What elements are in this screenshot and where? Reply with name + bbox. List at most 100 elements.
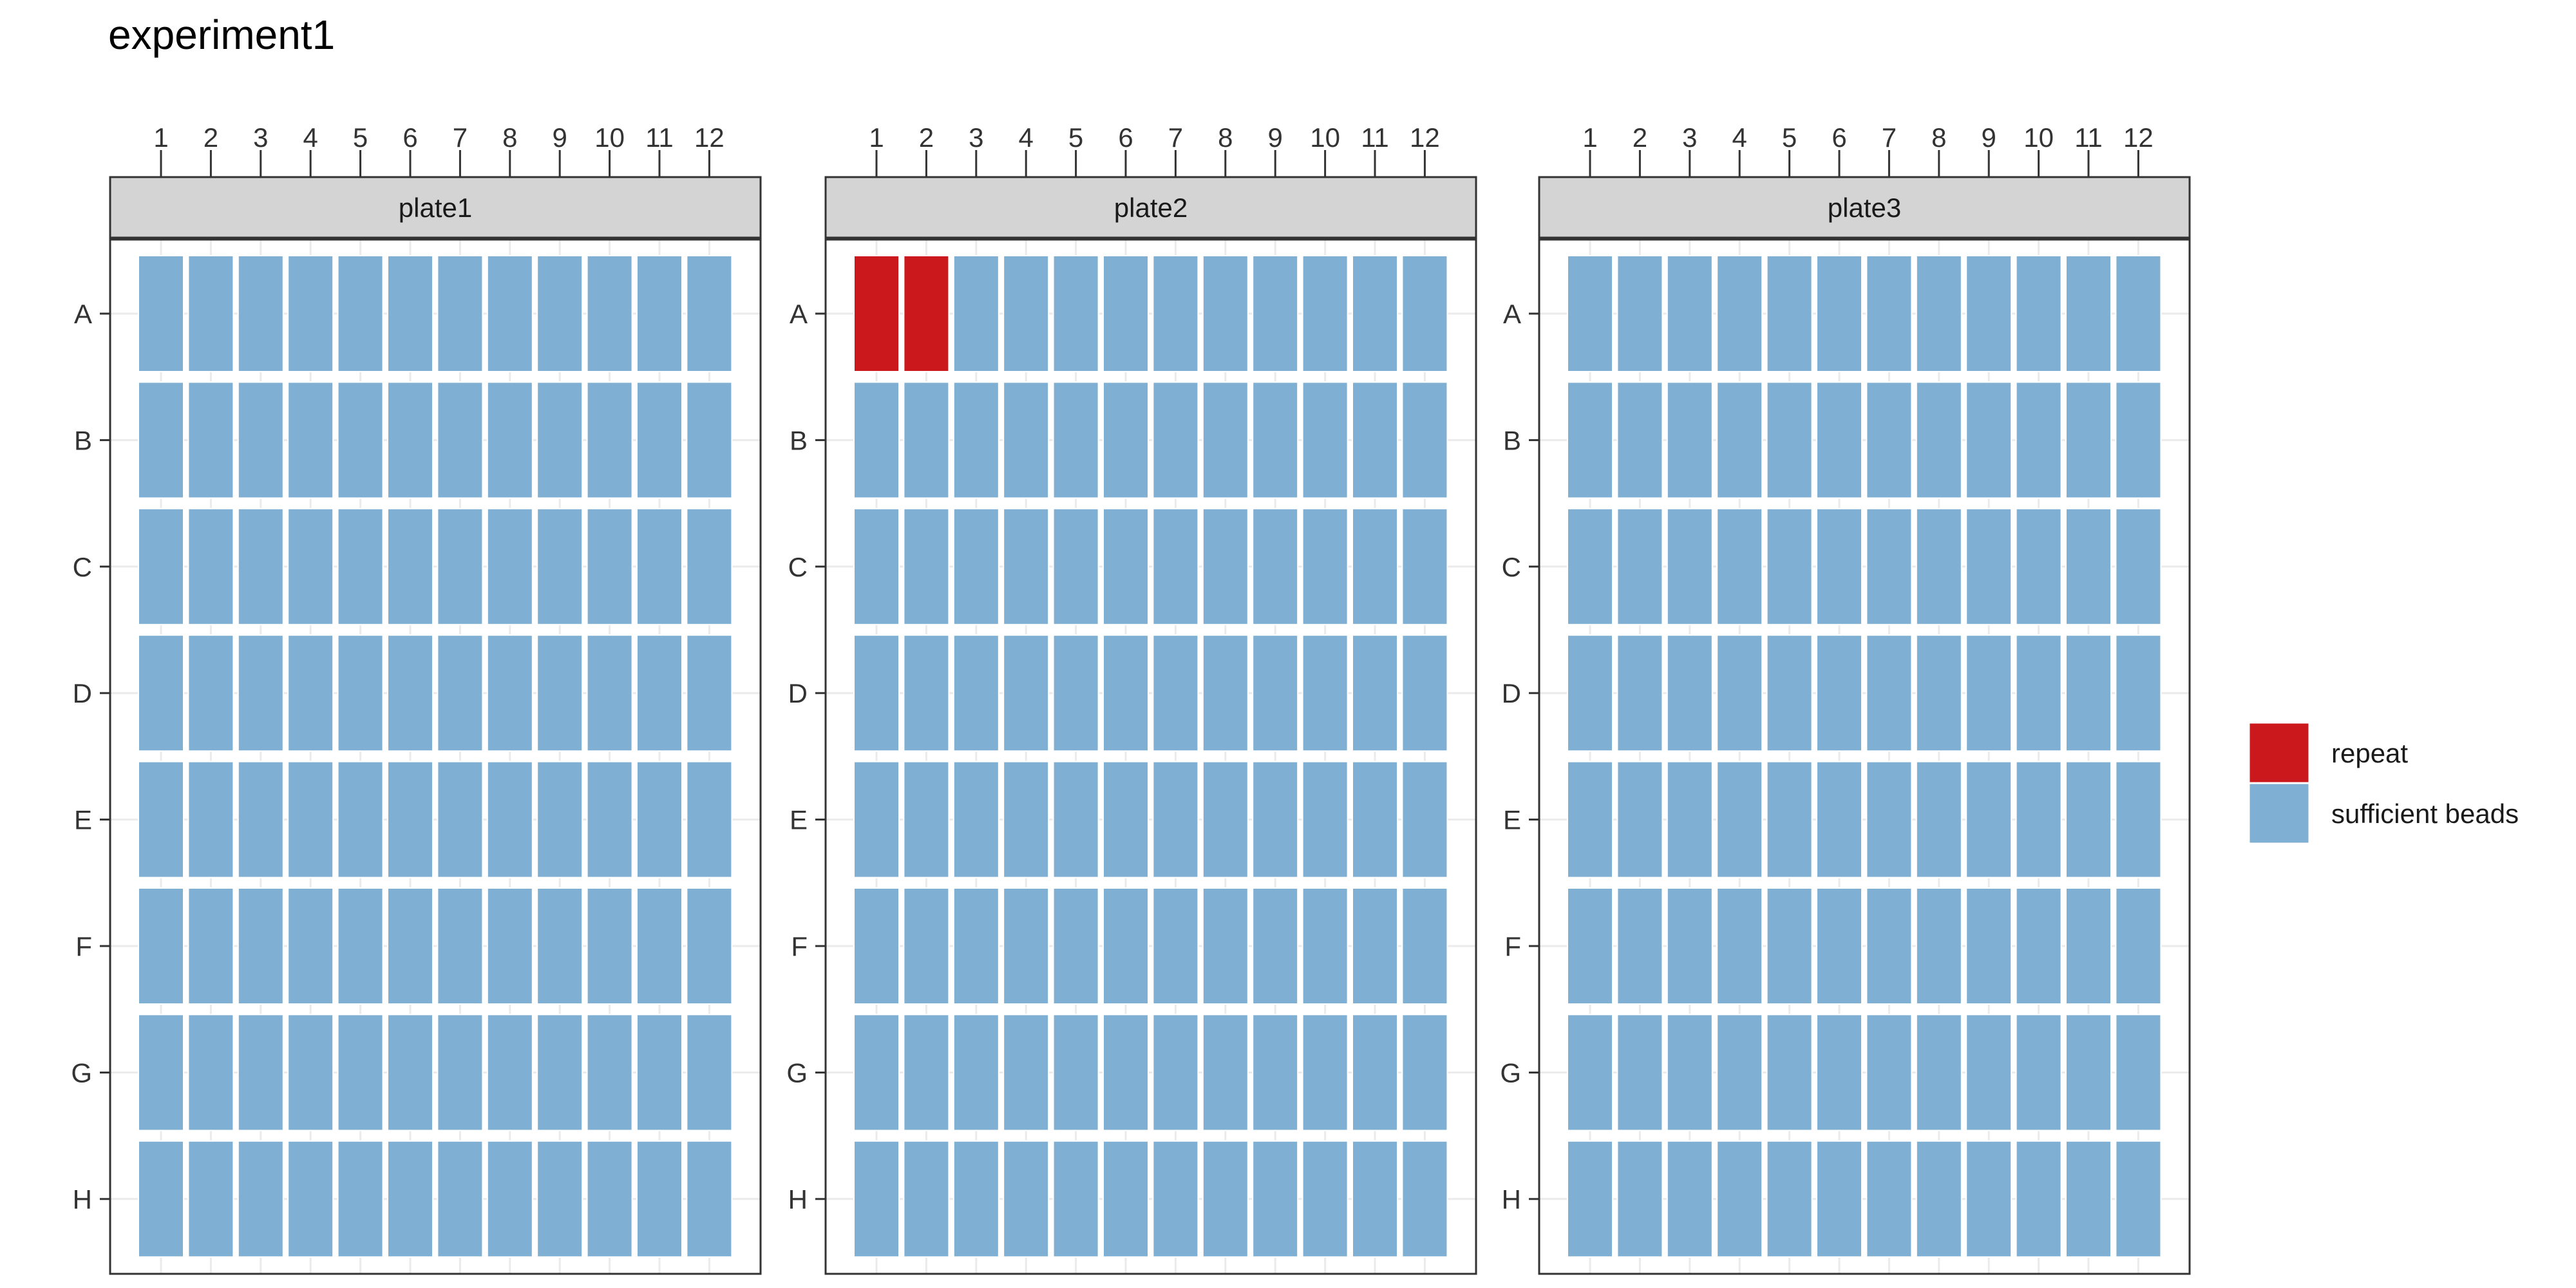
- well-G12-sufficient-beads: [2115, 1014, 2162, 1132]
- well-E4-sufficient-beads: [1003, 761, 1050, 878]
- well-H11-sufficient-beads: [636, 1140, 683, 1258]
- panel-border: [109, 238, 762, 1275]
- well-G11-sufficient-beads: [1352, 1014, 1398, 1132]
- well-B9-sufficient-beads: [536, 381, 583, 499]
- x-tick-label: 11: [2074, 122, 2103, 153]
- well-H4-sufficient-beads: [287, 1140, 334, 1258]
- well-A6-sufficient-beads: [1103, 255, 1149, 372]
- well-E3-sufficient-beads: [1666, 761, 1713, 878]
- well-A12-sufficient-beads: [2115, 255, 2162, 372]
- well-H10-sufficient-beads: [586, 1140, 633, 1258]
- x-tick-label: 6: [402, 122, 417, 153]
- well-A11-sufficient-beads: [2065, 255, 2112, 372]
- well-E1-sufficient-beads: [138, 761, 184, 878]
- x-tick-label: 6: [1118, 122, 1133, 153]
- chart-title: experiment1: [108, 12, 335, 58]
- well-A8-sufficient-beads: [486, 255, 533, 372]
- well-G5-sufficient-beads: [1052, 1014, 1099, 1132]
- well-C12-sufficient-beads: [2115, 507, 2162, 625]
- well-D7-sufficient-beads: [1152, 634, 1199, 752]
- well-B1-sufficient-beads: [853, 381, 900, 499]
- well-H2-sufficient-beads: [1616, 1140, 1663, 1258]
- well-E7-sufficient-beads: [1152, 761, 1199, 878]
- well-E6-sufficient-beads: [1103, 761, 1149, 878]
- x-tick-label: 4: [1732, 122, 1747, 153]
- well-H10-sufficient-beads: [2015, 1140, 2062, 1258]
- legend-item-sufficient-beads: sufficient beads: [2248, 782, 2519, 845]
- well-C6-sufficient-beads: [387, 507, 433, 625]
- well-C11-sufficient-beads: [636, 507, 683, 625]
- well-D5-sufficient-beads: [337, 634, 384, 752]
- well-B7-sufficient-beads: [1866, 381, 1913, 499]
- well-H11-sufficient-beads: [2065, 1140, 2112, 1258]
- well-F9-sufficient-beads: [1965, 887, 2012, 1005]
- y-tick-label: F: [1504, 931, 1521, 961]
- well-B3-sufficient-beads: [952, 381, 999, 499]
- y-tick-label: H: [73, 1184, 92, 1215]
- well-E10-sufficient-beads: [586, 761, 633, 878]
- well-G1-sufficient-beads: [138, 1014, 184, 1132]
- well-A3-sufficient-beads: [952, 255, 999, 372]
- well-C2-sufficient-beads: [1616, 507, 1663, 625]
- x-tick-label: 10: [2023, 122, 2054, 153]
- x-tick-label: 11: [1361, 122, 1389, 153]
- well-A9-sufficient-beads: [536, 255, 583, 372]
- well-E8-sufficient-beads: [486, 761, 533, 878]
- well-F3-sufficient-beads: [952, 887, 999, 1005]
- well-H1-sufficient-beads: [138, 1140, 184, 1258]
- well-E7-sufficient-beads: [1866, 761, 1913, 878]
- well-G3-sufficient-beads: [237, 1014, 284, 1132]
- well-H12-sufficient-beads: [2115, 1140, 2162, 1258]
- well-C1-sufficient-beads: [1567, 507, 1613, 625]
- well-B6-sufficient-beads: [1103, 381, 1149, 499]
- well-C12-sufficient-beads: [1401, 507, 1448, 625]
- well-G2-sufficient-beads: [903, 1014, 950, 1132]
- well-E3-sufficient-beads: [237, 761, 284, 878]
- well-D7-sufficient-beads: [1866, 634, 1913, 752]
- well-H2-sufficient-beads: [187, 1140, 234, 1258]
- well-C9-sufficient-beads: [536, 507, 583, 625]
- well-C10-sufficient-beads: [1302, 507, 1349, 625]
- well-F11-sufficient-beads: [2065, 887, 2112, 1005]
- well-F7-sufficient-beads: [437, 887, 484, 1005]
- x-tick-label: 1: [153, 122, 168, 153]
- well-G1-sufficient-beads: [1567, 1014, 1613, 1132]
- well-F3-sufficient-beads: [1666, 887, 1713, 1005]
- x-tick-label: 9: [1268, 122, 1283, 153]
- well-C8-sufficient-beads: [1915, 507, 1962, 625]
- well-D9-sufficient-beads: [1965, 634, 2012, 752]
- well-A3-sufficient-beads: [237, 255, 284, 372]
- well-H11-sufficient-beads: [1352, 1140, 1398, 1258]
- well-G11-sufficient-beads: [2065, 1014, 2112, 1132]
- well-F6-sufficient-beads: [1816, 887, 1862, 1005]
- well-A11-sufficient-beads: [636, 255, 683, 372]
- well-B10-sufficient-beads: [586, 381, 633, 499]
- well-E9-sufficient-beads: [1252, 761, 1299, 878]
- x-tick-label: 3: [969, 122, 983, 153]
- well-C5-sufficient-beads: [337, 507, 384, 625]
- well-G6-sufficient-beads: [1816, 1014, 1862, 1132]
- well-A7-sufficient-beads: [437, 255, 484, 372]
- x-tick-label: 5: [1782, 122, 1797, 153]
- well-D6-sufficient-beads: [1103, 634, 1149, 752]
- well-H5-sufficient-beads: [1766, 1140, 1813, 1258]
- well-B4-sufficient-beads: [1716, 381, 1763, 499]
- y-tick-label: H: [788, 1184, 808, 1215]
- well-H7-sufficient-beads: [1866, 1140, 1913, 1258]
- well-E8-sufficient-beads: [1915, 761, 1962, 878]
- well-B5-sufficient-beads: [1766, 381, 1813, 499]
- well-F5-sufficient-beads: [1766, 887, 1813, 1005]
- x-tick-label: 5: [353, 122, 368, 153]
- well-D12-sufficient-beads: [1401, 634, 1448, 752]
- well-F4-sufficient-beads: [287, 887, 334, 1005]
- well-A1-sufficient-beads: [138, 255, 184, 372]
- well-D10-sufficient-beads: [586, 634, 633, 752]
- well-A4-sufficient-beads: [1003, 255, 1050, 372]
- x-tick-label: 9: [553, 122, 567, 153]
- well-A3-sufficient-beads: [1666, 255, 1713, 372]
- well-F5-sufficient-beads: [1052, 887, 1099, 1005]
- well-C11-sufficient-beads: [1352, 507, 1398, 625]
